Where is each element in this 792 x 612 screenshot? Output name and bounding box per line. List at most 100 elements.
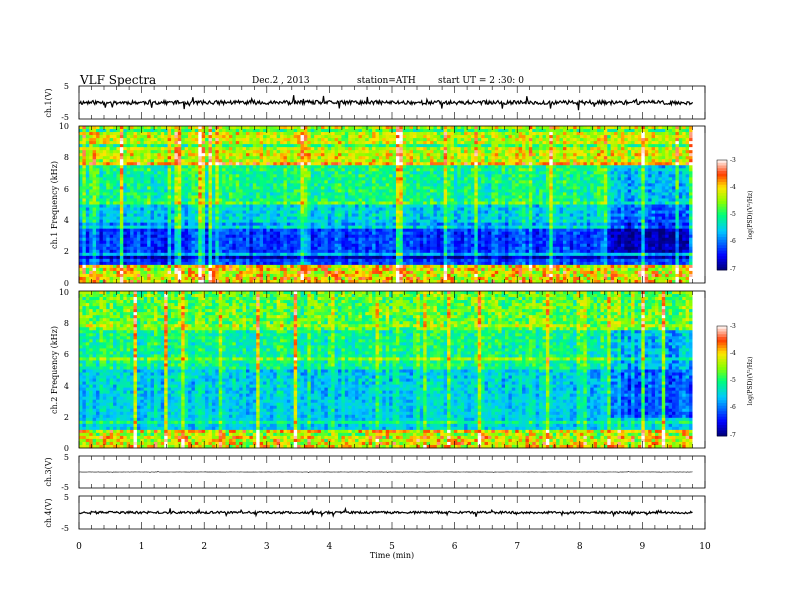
spectrogram-cell	[85, 255, 90, 260]
spectrogram-cell	[177, 258, 182, 263]
spectrogram-cell	[123, 126, 128, 130]
spectrogram-cell	[259, 132, 264, 136]
spectrogram-cell	[263, 258, 267, 263]
spectrogram-cell	[130, 195, 134, 199]
spectrogram-cell	[252, 201, 257, 205]
spectrogram-cell	[368, 174, 373, 178]
spectrogram-cell	[341, 231, 346, 236]
spectrogram-cell	[126, 162, 131, 166]
spectrogram-cell	[269, 201, 274, 205]
spectrogram-cell	[399, 183, 404, 187]
spectrogram-cell	[225, 180, 230, 184]
spectrogram-cell	[198, 246, 203, 251]
spectrogram-cell	[225, 204, 230, 208]
spectrogram-cell	[171, 141, 175, 145]
spectrogram-cell	[334, 240, 339, 245]
spectrogram-cell	[143, 225, 148, 230]
spectrogram-cell	[153, 147, 158, 151]
spectrogram-cell	[96, 162, 100, 166]
spectrogram-cell	[266, 168, 271, 172]
spectrogram-cell	[358, 213, 363, 217]
spectrogram-cell	[341, 261, 346, 266]
spectrogram-cell	[263, 201, 267, 205]
spectrogram-cell	[109, 231, 114, 236]
spectrogram-cell	[157, 153, 162, 157]
spectrogram-cell	[334, 258, 339, 263]
spectrogram-cell	[355, 252, 359, 257]
spectrogram-cell	[109, 129, 114, 133]
spectrogram-cell	[147, 165, 151, 169]
spectrogram-cell	[252, 192, 257, 196]
spectrogram-cell	[280, 153, 284, 157]
spectrogram-cell	[263, 132, 267, 136]
spectrogram-cell	[201, 153, 206, 157]
spectrogram-cell	[395, 141, 400, 145]
spectrogram-cell	[378, 153, 383, 157]
spectrogram-cell	[126, 279, 131, 284]
spectrogram-cell	[307, 174, 312, 178]
spectrogram-cell	[276, 174, 281, 178]
spectrogram-cell	[256, 246, 261, 251]
spectrogram-cell	[130, 255, 134, 260]
spectrogram-cell	[218, 210, 223, 214]
spectrogram-cell	[307, 189, 312, 193]
spectrogram-cell	[79, 129, 83, 133]
spectrogram-cell	[167, 261, 172, 266]
spectrogram-cell	[331, 162, 336, 166]
spectrogram-cell	[300, 219, 305, 224]
spectrogram-cell	[235, 258, 240, 263]
spectrogram-cell	[389, 165, 393, 169]
spectrogram-cell	[307, 162, 312, 166]
spectrogram-cell	[194, 189, 199, 193]
spectrogram-cell	[297, 132, 301, 136]
spectrogram-cell	[259, 147, 264, 151]
spectrogram-cell	[385, 150, 390, 154]
spectrogram-cell	[242, 270, 247, 275]
spectrogram-cell	[375, 192, 380, 196]
spectrogram-cell	[252, 279, 257, 284]
spectrogram-cell	[392, 156, 397, 160]
spectrogram-cell	[133, 168, 138, 172]
spectrogram-cell	[181, 132, 186, 136]
spectrogram-cell	[82, 156, 87, 160]
spectrogram-cell	[242, 165, 247, 169]
spectrogram-cell	[167, 258, 172, 263]
spectrogram-cell	[344, 165, 349, 169]
spectrogram-cell	[358, 156, 363, 160]
spectrogram-cell	[341, 249, 346, 254]
spectrogram-cell	[402, 216, 407, 220]
spectrogram-cell	[133, 249, 138, 254]
spectrogram-cell	[160, 189, 165, 193]
spectrogram-cell	[361, 189, 366, 193]
spectrogram-cell	[157, 255, 162, 260]
spectrogram-cell	[218, 159, 223, 163]
spectrogram-cell	[85, 249, 90, 254]
spectrogram-cell	[341, 219, 346, 224]
spectrogram-cell	[341, 186, 346, 190]
spectrogram-cell	[293, 216, 298, 220]
spectrogram-cell	[266, 213, 271, 217]
spectrogram-cell	[177, 135, 182, 139]
spectrogram-cell	[126, 159, 131, 163]
spectrogram-cell	[157, 174, 162, 178]
spectrogram-cell	[395, 222, 400, 227]
spectrogram-cell	[167, 183, 172, 187]
spectrogram-cell	[222, 147, 226, 151]
spectrogram-cell	[119, 255, 124, 260]
spectrogram-cell	[113, 168, 117, 172]
spectrogram-cell	[109, 180, 114, 184]
spectrogram-cell	[259, 255, 264, 260]
spectrogram-cell	[297, 171, 301, 175]
spectrogram-cell	[92, 132, 97, 136]
spectrogram-cell	[171, 216, 175, 220]
spectrogram-cell	[140, 195, 145, 199]
spectrogram-cell	[348, 171, 353, 175]
spectrogram-cell	[351, 150, 356, 154]
spectrogram-cell	[133, 126, 138, 130]
spectrogram-cell	[334, 210, 339, 214]
spectrogram-cell	[123, 141, 128, 145]
spectrogram-cell	[198, 189, 203, 193]
spectrogram-cell	[368, 234, 373, 239]
spectrogram-cell	[324, 126, 329, 130]
spectrogram-cell	[242, 171, 247, 175]
